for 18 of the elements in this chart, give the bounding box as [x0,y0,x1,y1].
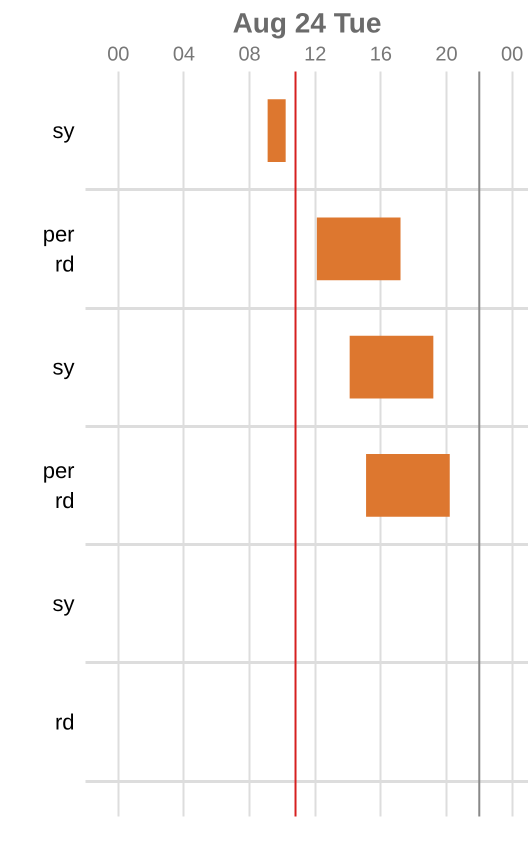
y-tick-label: rd [54,709,74,734]
x-tick-label: 16 [370,44,392,66]
bar [316,218,401,280]
x-tick-label: 00 [500,44,524,66]
x-tick-label: 12 [304,44,326,66]
x-tick-label: 04 [172,44,196,66]
x-tick-label: 08 [238,44,261,66]
y-tick-label: sy [52,354,74,380]
bar [350,336,434,398]
bar [268,99,286,162]
x-tick-label: 00 [107,44,130,66]
y-tick-label: per rd [42,221,74,276]
y-tick-label: per rd [42,458,74,513]
x-tick-label: 20 [435,44,458,66]
y-tick-label: sy [52,591,74,616]
y-tick-label: sy [52,118,74,144]
bar [366,454,450,517]
chart-title: Aug 24 Tue [232,8,382,38]
